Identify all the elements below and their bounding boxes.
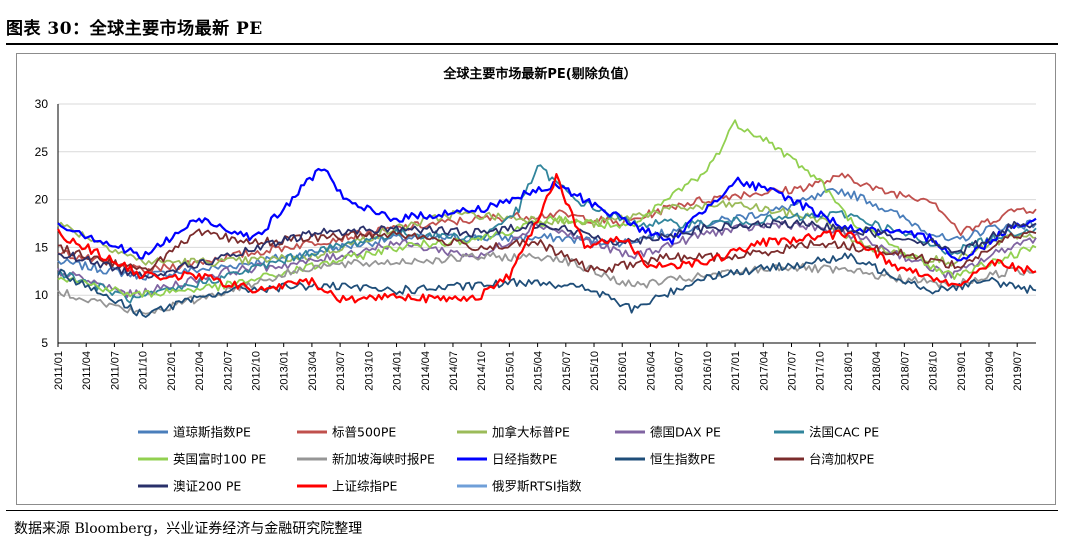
plot-area (57, 119, 1037, 318)
legend-label: 德国DAX PE (650, 425, 721, 440)
x-tick-label: 2012/10 (250, 351, 262, 391)
x-tick-label: 2017/01 (730, 351, 742, 391)
x-tick-label: 2019/01 (956, 351, 968, 391)
x-tick-label: 2011/07 (109, 351, 121, 390)
legend-label: 英国富时100 PE (173, 452, 266, 467)
x-tick-label: 2015/04 (533, 351, 545, 391)
legend-label: 加拿大标普PE (492, 425, 570, 440)
x-tick-label: 2015/10 (589, 351, 601, 391)
y-tick-label: 20 (35, 193, 49, 207)
series-line-5 (57, 119, 1037, 298)
legend-label: 日经指数PE (492, 452, 558, 467)
x-tick-label: 2016/01 (617, 351, 629, 391)
x-tick-label: 2017/07 (787, 351, 799, 391)
legend-label: 俄罗斯RTSI指数 (492, 479, 582, 494)
x-axis: 2011/01 2011/04 2011/07 2011/10 2012/01 2012/… (53, 343, 1024, 391)
series-line-11 (57, 173, 1037, 304)
source-note: 数据来源 Bloomberg，兴业证券经济与金融研究院整理 (14, 521, 363, 537)
x-tick-label: 2016/10 (702, 351, 714, 391)
series-line-10 (57, 219, 1037, 279)
x-tick-label: 2019/04 (984, 351, 996, 391)
series-line-8 (57, 252, 1037, 318)
x-tick-label: 2011/04 (81, 351, 93, 390)
x-tick-label: 2011/01 (53, 351, 65, 390)
legend-label: 台湾加权PE (809, 452, 875, 467)
legend-label: 新加坡海峡时报PE (332, 452, 435, 467)
x-tick-label: 2015/07 (561, 351, 573, 391)
x-tick-label: 2012/04 (194, 351, 206, 391)
y-tick-label: 25 (35, 145, 49, 159)
x-tick-label: 2013/10 (363, 351, 375, 391)
x-tick-label: 2016/04 (645, 351, 657, 391)
x-tick-label: 2017/04 (758, 351, 770, 391)
x-tick-label: 2014/07 (448, 351, 460, 391)
legend-label: 恒生指数PE (650, 452, 716, 467)
x-tick-label: 2012/07 (222, 351, 234, 391)
legend-label: 澳证200 PE (173, 479, 241, 494)
title-rule (6, 43, 1058, 45)
x-tick-label: 2013/01 (279, 351, 291, 391)
series-line-1 (57, 172, 1037, 275)
x-tick-label: 2018/10 (928, 351, 940, 391)
x-tick-label: 2017/10 (815, 351, 827, 391)
x-tick-label: 2018/04 (871, 351, 883, 391)
chart-frame (16, 53, 1056, 505)
series-line-7 (57, 167, 1037, 262)
legend-label: 道琼斯指数PE (173, 425, 251, 440)
x-tick-label: 2014/04 (420, 351, 432, 391)
x-tick-label: 2014/10 (476, 351, 488, 391)
legend: 道琼斯指数PE 标普500PE 加拿大标普PE 德国DAX PE 法国CAC PE 英国富… (138, 425, 879, 494)
x-tick-label: 2015/01 (504, 351, 516, 391)
x-tick-label: 2011/10 (138, 351, 150, 390)
y-tick-label: 5 (41, 336, 48, 350)
x-tick-label: 2018/01 (843, 351, 855, 391)
x-tick-label: 2012/01 (166, 351, 178, 391)
x-tick-label: 2016/07 (674, 351, 686, 391)
figure-title: 图表 30：全球主要市场最新 PE (6, 19, 263, 39)
y-tick-label: 30 (35, 97, 49, 111)
x-tick-label: 2019/07 (1012, 351, 1024, 391)
chart-title: 全球主要市场最新PE(剔除负值） (442, 66, 636, 82)
legend-label: 标普500PE (332, 425, 396, 440)
legend-label: 法国CAC PE (809, 425, 879, 440)
y-tick-label: 10 (35, 288, 49, 302)
y-axis: 5 10 15 20 25 30 (35, 97, 1036, 350)
source-rule (6, 510, 1058, 511)
y-tick-label: 15 (35, 240, 49, 254)
legend-label: 上证综指PE (332, 479, 398, 494)
series-line-4 (57, 164, 1037, 304)
series-line-2 (57, 200, 1037, 267)
x-tick-label: 2018/07 (899, 351, 911, 391)
x-tick-label: 2014/01 (392, 351, 404, 391)
series-line-0 (57, 187, 1037, 281)
x-tick-label: 2013/04 (307, 351, 319, 391)
grid-lines (58, 103, 1036, 344)
x-tick-label: 2013/07 (335, 351, 347, 391)
